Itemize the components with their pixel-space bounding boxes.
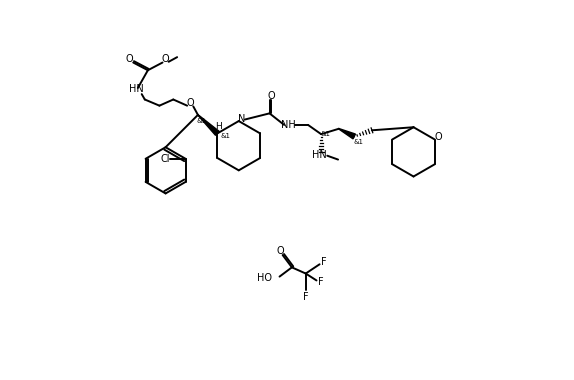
Text: HN: HN	[129, 84, 144, 94]
Text: O: O	[187, 98, 194, 108]
Text: F: F	[317, 277, 323, 287]
Text: &1: &1	[220, 133, 230, 139]
Text: O: O	[277, 246, 284, 256]
Text: O: O	[267, 91, 275, 101]
Text: Cl: Cl	[160, 154, 169, 164]
Text: &1: &1	[321, 131, 331, 137]
Polygon shape	[339, 128, 355, 139]
Polygon shape	[198, 115, 219, 135]
Text: O: O	[162, 54, 169, 65]
Text: NH: NH	[281, 120, 296, 130]
Text: F: F	[321, 257, 326, 267]
Text: &1: &1	[197, 118, 207, 124]
Text: H: H	[216, 122, 222, 131]
Text: N: N	[238, 114, 246, 124]
Text: O: O	[435, 132, 443, 142]
Text: &1: &1	[353, 139, 363, 145]
Text: HO: HO	[257, 273, 272, 283]
Text: F: F	[303, 291, 309, 302]
Text: O: O	[126, 54, 133, 65]
Text: HN: HN	[312, 150, 327, 160]
